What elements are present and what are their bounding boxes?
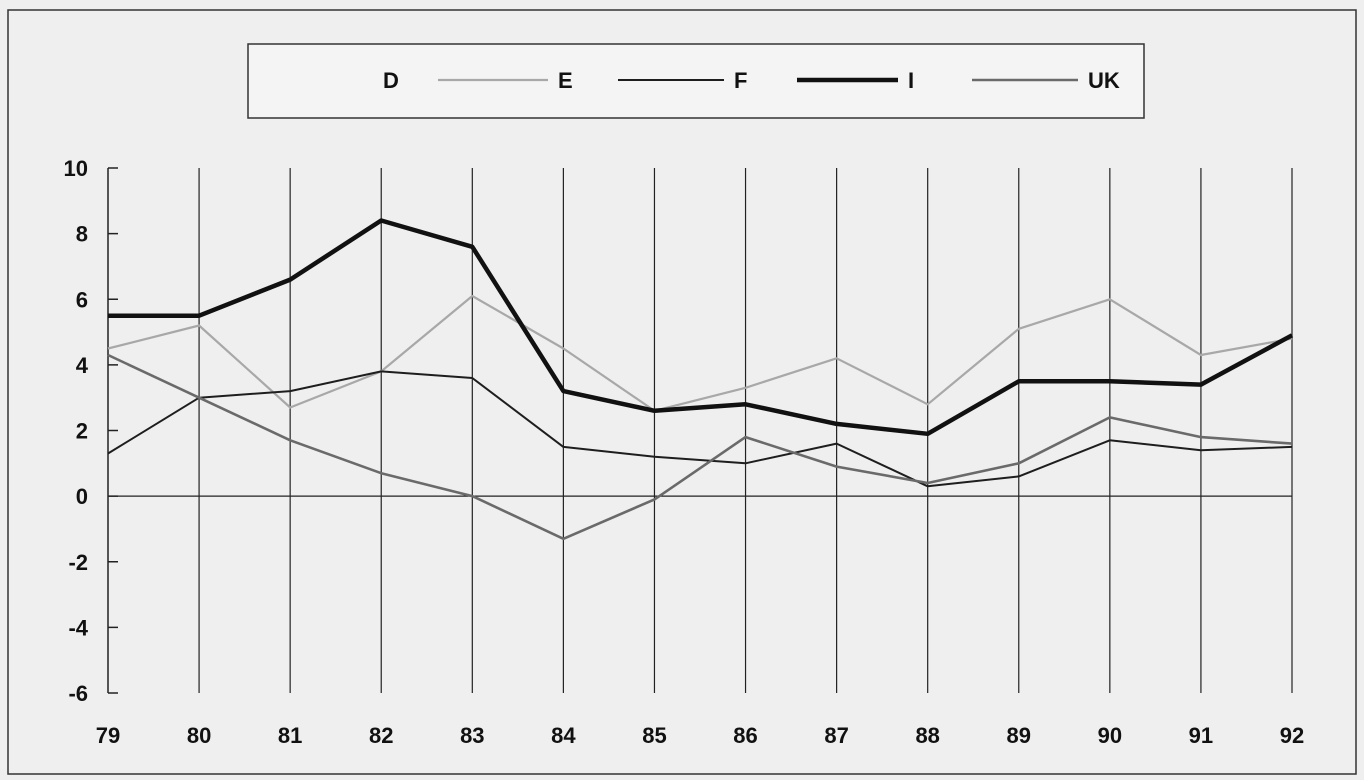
x-tick-label: 88 — [915, 723, 939, 748]
legend-label-i: I — [908, 68, 914, 93]
legend-label-e: E — [558, 68, 573, 93]
x-tick-label: 90 — [1098, 723, 1122, 748]
series-line-f — [107, 370, 1293, 488]
series-line-i — [108, 218, 1294, 437]
x-tick-label: 85 — [642, 723, 666, 748]
y-tick-label: -2 — [68, 550, 88, 575]
series-line-uk — [107, 353, 1293, 541]
series-layer — [107, 218, 1294, 541]
legend-label-d: D — [383, 68, 399, 93]
x-tick-label: 84 — [551, 723, 576, 748]
x-tick-label: 91 — [1189, 723, 1213, 748]
y-tick-label: -4 — [68, 615, 88, 640]
y-tick-label: 6 — [76, 287, 88, 312]
y-tick-label: 8 — [76, 222, 88, 247]
y-tick-label: 2 — [76, 419, 88, 444]
grid-lines — [108, 168, 1293, 693]
x-tick-label: 79 — [96, 723, 120, 748]
x-tick-label: 87 — [824, 723, 848, 748]
x-tick-label: 86 — [733, 723, 757, 748]
x-tick-label: 89 — [1007, 723, 1031, 748]
chart-border — [7, 9, 1357, 775]
x-tick-label: 92 — [1280, 723, 1304, 748]
series-line-e — [107, 294, 1293, 412]
legend: D E F I UK — [247, 43, 1145, 119]
legend-label-f: F — [734, 68, 747, 93]
x-tick-label: 81 — [278, 723, 302, 748]
y-tick-label: 0 — [76, 484, 88, 509]
y-tick-label: -6 — [68, 681, 88, 706]
y-tick-label: 10 — [64, 156, 88, 181]
y-tick-label: 4 — [76, 353, 89, 378]
legend-label-uk: UK — [1088, 68, 1120, 93]
x-tick-label: 82 — [369, 723, 393, 748]
x-tick-label: 83 — [460, 723, 484, 748]
x-tick-label: 80 — [187, 723, 211, 748]
